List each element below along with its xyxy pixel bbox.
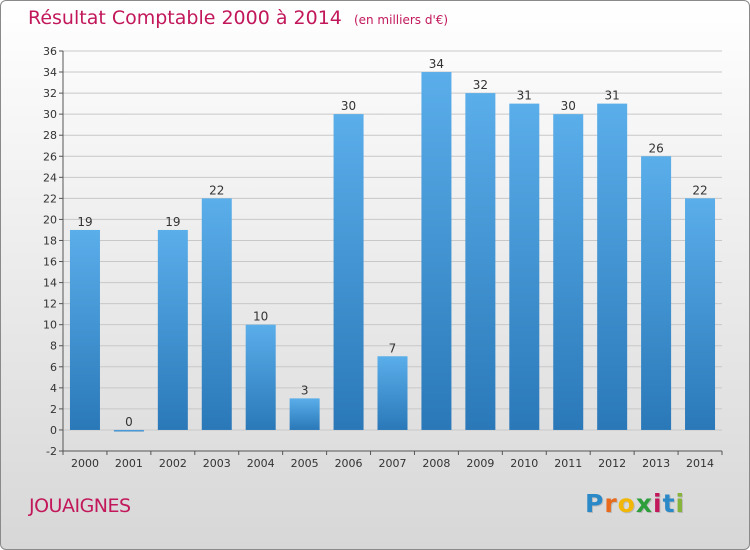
x-tick-label: 2006 [335,457,363,470]
data-label: 7 [389,341,397,355]
y-tick-label: 30 [43,108,57,121]
bar [421,72,452,430]
y-tick-label: 4 [50,382,57,395]
data-label: 30 [561,99,576,113]
bar [553,114,584,430]
bar [69,229,100,430]
x-tick-label: 2002 [159,457,187,470]
y-tick-label: 12 [43,298,57,311]
x-tick-label: 2011 [554,457,582,470]
data-label: 22 [692,183,707,197]
bar [465,93,496,430]
y-tick-label: 26 [43,150,57,163]
proxiti-logo: Proxiti [585,489,685,518]
y-tick-label: 16 [43,256,57,269]
bar [333,114,364,430]
y-tick-label: 18 [43,234,57,247]
data-label: 19 [77,215,92,229]
data-label: 31 [517,89,532,103]
x-tick-label: 2010 [510,457,538,470]
y-tick-label: 0 [50,424,57,437]
bar [509,103,540,430]
data-label: 22 [209,183,224,197]
y-tick-label: 8 [50,340,57,353]
y-tick-label: 2 [50,403,57,416]
y-tick-label: 24 [43,171,57,184]
x-tick-label: 2014 [686,457,714,470]
data-label: 10 [253,310,268,324]
x-tick-label: 2007 [379,457,407,470]
bar [113,429,144,432]
x-tick-label: 2008 [422,457,450,470]
x-tick-label: 2012 [598,457,626,470]
bar [377,356,408,430]
x-tick-label: 2004 [247,457,275,470]
chart-subtitle: (en milliers d'€) [353,13,449,27]
data-label: 19 [165,215,180,229]
y-tick-label: 32 [43,87,57,100]
data-label: 30 [341,99,356,113]
bar [201,198,232,430]
y-tick-label: 20 [43,213,57,226]
y-tick-label: 6 [50,361,57,374]
y-tick-label: 34 [43,66,57,79]
bar [641,156,672,430]
axes [59,50,723,455]
logo-letter: i [675,489,686,518]
y-tick-label: 22 [43,192,57,205]
bar [685,198,716,430]
y-tick-label: 10 [43,319,57,332]
y-tick-label: 36 [43,45,57,58]
data-label: 34 [429,57,444,71]
x-tick-label: 2005 [291,457,319,470]
logo-letter: P [585,489,605,518]
x-tick-label: 2000 [71,457,99,470]
chart-title: Résultat Comptable 2000 à 2014 (en milli… [28,7,448,29]
data-label: 0 [125,415,133,429]
data-label: 3 [301,383,309,397]
logo-letter: x [635,489,653,518]
data-label: 32 [473,78,488,92]
bar [157,229,188,430]
bars [69,72,716,432]
commune-name: JOUAIGNES [29,495,131,517]
logo-letter: t [662,489,676,518]
x-tick-label: 2009 [466,457,494,470]
labels: -202468101214161820222426283032343619200… [43,45,714,470]
bar [245,324,276,430]
logo-letter: i [653,489,663,518]
x-tick-label: 2003 [203,457,231,470]
chart-title-text: Résultat Comptable 2000 à 2014 [28,7,342,29]
x-tick-label: 2001 [115,457,143,470]
y-tick-label: -2 [46,445,57,458]
bar [289,398,320,430]
logo-letter: r [604,489,618,518]
y-tick-label: 28 [43,129,57,142]
bar [597,103,628,430]
x-tick-label: 2013 [642,457,670,470]
data-label: 31 [605,89,620,103]
logo-letter: o [617,489,636,518]
y-tick-label: 14 [43,277,57,290]
data-label: 26 [648,141,663,155]
